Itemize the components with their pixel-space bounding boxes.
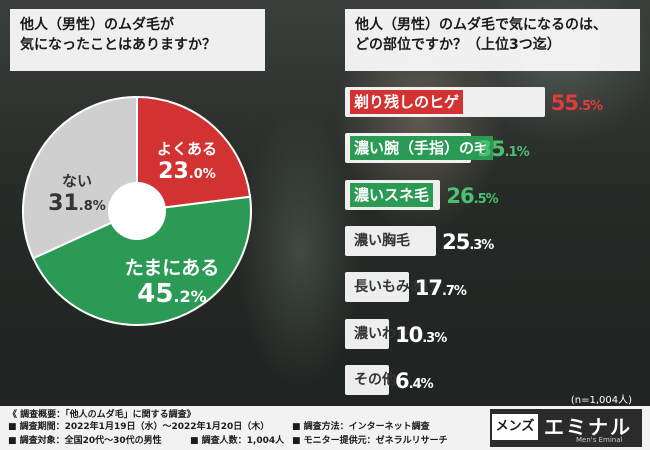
bar-value-label-3: 26.5%: [446, 183, 498, 208]
survey-period: ■ 調査期間：2022年1月19日（水）～2022年1月20日（木）: [8, 422, 270, 432]
bar-5: [345, 272, 409, 303]
bar-value-label-4: 25.3%: [442, 229, 494, 254]
bar-value-label-1: 55.5%: [550, 91, 603, 115]
pie-category-label-3: ない: [62, 172, 92, 190]
bar-6: [345, 318, 389, 349]
bar-category-label-2: 濃い腕（手指）の毛: [350, 136, 494, 161]
bar-category-label-6: 濃いわき毛: [354, 325, 424, 342]
survey-method: ■ 調査方法：インターネット調査: [292, 422, 430, 432]
pie-value-label-2: 45.2%: [137, 279, 206, 309]
bar-category-label-1: 剃り残しのヒゲ: [350, 90, 464, 114]
pie-slice-1: [136, 96, 252, 213]
pie-category-label-2: たまにある: [125, 257, 219, 279]
pie-center-hole: [108, 182, 166, 240]
logo-main-text: エミナル: [544, 415, 632, 439]
pie-slice-3: [22, 96, 138, 260]
bar-category-label-5: 長いもみあげ: [354, 279, 438, 296]
pie-question-title: 他人（男性）のムダ毛が 気になったことはありますか？: [10, 9, 265, 71]
pie-value-label-3: 31.8%: [48, 191, 106, 216]
pie-title-line-2: 気になったことはありますか？: [20, 37, 216, 53]
logo-box-text: メンズ: [492, 414, 538, 440]
pie-value-label-1: 23.0%: [158, 159, 216, 184]
bar-category-label-7: その他: [354, 371, 396, 388]
bar-title-line-2: どの部位ですか？（上位3つ迄）: [355, 37, 561, 53]
logo-sub-text: Men's Eminal: [576, 436, 623, 444]
sample-size-note: (n=1,004人): [570, 395, 632, 406]
bar-category-label-4: 濃い胸毛: [354, 232, 410, 249]
pie-slice-2: [31, 195, 252, 326]
bar-question-title: 他人（男性）のムダ毛で気になるのは、 どの部位ですか？（上位3つ迄）: [345, 9, 640, 71]
bar-value-label-5: 17.7%: [414, 276, 467, 301]
bar-7: [345, 364, 389, 395]
bar-title-line-1: 他人（男性）のムダ毛で気になるのは、: [355, 17, 607, 33]
monitor-provider: ■ モニター提供元：ゼネラルリサーチ: [292, 436, 448, 446]
bar-value-label-2: 35.1%: [477, 137, 529, 162]
pie-category-label-1: よくある: [157, 140, 217, 158]
survey-target: ■ 調査対象：全国20代～30代の男性: [8, 436, 162, 446]
bar-4: [345, 225, 437, 256]
pie-title-line-1: 他人（男性）のムダ毛が: [20, 17, 174, 33]
bar-value-label-6: 10.3%: [395, 322, 447, 347]
brand-logo: メンズ エミナル Men's Eminal: [490, 409, 642, 447]
bar-value-label-7: 6.4%: [395, 368, 434, 393]
bar-category-label-3: 濃いスネ毛: [350, 182, 434, 207]
survey-summary-title: 《 調査概要：「他人のムダ毛」に関する調査》: [8, 410, 196, 420]
survey-count: ■ 調査人数：1,004人: [190, 436, 285, 446]
